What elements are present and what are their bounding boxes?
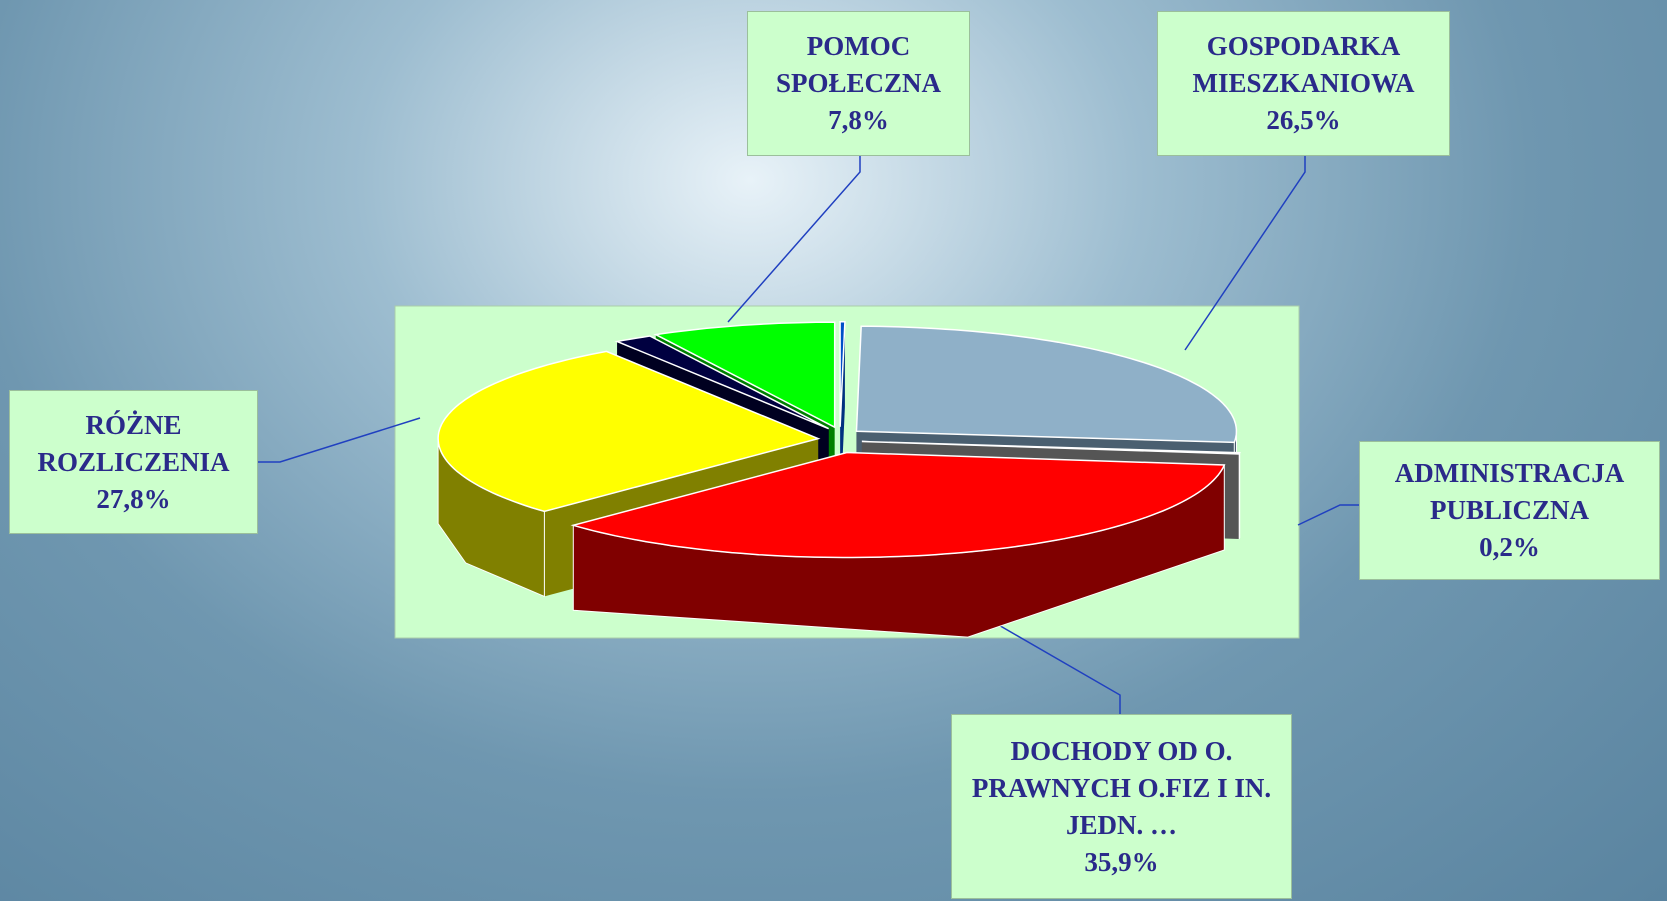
pie: [437, 321, 1241, 638]
slice-side: [1238, 452, 1241, 540]
category-label: ADMINISTRACJA PUBLICZNA: [1394, 458, 1625, 525]
slice: [653, 321, 836, 429]
slice: [437, 350, 821, 513]
data-label: RÓŻNE ROZLICZENIA 27,8%: [9, 390, 258, 534]
slice: [855, 325, 1238, 444]
data-label: DOCHODY OD O. PRAWNYCH O.FIZ I IN. JEDN.…: [951, 714, 1292, 899]
value-label: 0,2%: [1479, 532, 1540, 562]
value-label: 7,8%: [828, 105, 889, 135]
slice: [861, 440, 1241, 455]
data-label: POMOC SPOŁECZNA 7,8%: [747, 11, 970, 156]
category-label: DOCHODY OD O. PRAWNYCH O.FIZ I IN. JEDN.…: [971, 735, 1272, 840]
data-label: ADMINISTRACJA PUBLICZNA 0,2%: [1359, 441, 1660, 580]
category-label: RÓŻNE ROZLICZENIA: [37, 409, 230, 477]
value-label: 35,9%: [1084, 846, 1159, 877]
data-label: GOSPODARKA MIESZKANIOWA 26,5%: [1157, 11, 1450, 156]
value-label: 26,5%: [1266, 105, 1341, 135]
value-label: 27,8%: [96, 483, 171, 514]
slice: [839, 321, 846, 427]
slice: [614, 335, 830, 430]
leader-lines: [258, 156, 1359, 714]
category-label: GOSPODARKA MIESZKANIOWA: [1192, 31, 1415, 98]
slice: [570, 451, 1226, 559]
category-label: POMOC SPOŁECZNA: [775, 31, 942, 98]
